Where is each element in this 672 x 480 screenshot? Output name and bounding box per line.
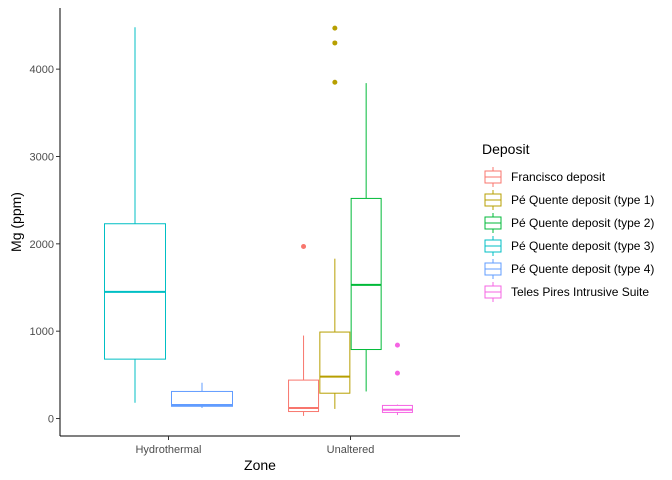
outlier-point xyxy=(394,370,400,376)
y-tick-label: 3000 xyxy=(30,151,54,163)
y-tick-label: 2000 xyxy=(30,239,54,251)
y-tick-label: 1000 xyxy=(30,326,54,338)
legend-item: Pé Quente deposit (type 4) xyxy=(483,259,654,279)
legend-item: Teles Pires Intrusive Suite xyxy=(483,282,649,302)
x-axis-title: Zone xyxy=(244,457,276,473)
legend: Francisco deposit Pé Quente deposit (type… xyxy=(483,167,654,302)
legend-label: Pé Quente deposit (type 1) xyxy=(511,193,654,207)
y-axis-title: Mg (ppm) xyxy=(8,192,24,252)
plot-area xyxy=(104,25,413,416)
legend-label: Francisco deposit xyxy=(511,170,606,184)
box-teles-pires-intrusive-suite-unaltered xyxy=(381,342,413,416)
y-tick-label: 4000 xyxy=(30,64,54,76)
box-p-quente-deposit-type-4--hydrothermal xyxy=(171,382,233,409)
outlier-point xyxy=(394,342,400,348)
outlier-point xyxy=(332,40,338,46)
legend-label: Teles Pires Intrusive Suite xyxy=(511,285,649,299)
x-tick-label: Hydrothermal xyxy=(135,444,201,456)
legend-item: Pé Quente deposit (type 3) xyxy=(483,236,654,256)
box-p-quente-deposit-type-3--hydrothermal xyxy=(104,27,166,403)
legend-item: Pé Quente deposit (type 1) xyxy=(483,190,654,210)
legend-label: Pé Quente deposit (type 4) xyxy=(511,262,654,276)
legend-item: Francisco deposit xyxy=(483,167,606,187)
outlier-point xyxy=(301,243,307,249)
legend-item: Pé Quente deposit (type 2) xyxy=(483,213,654,233)
legend-title: Deposit xyxy=(482,141,530,157)
y-ticks: 0 1000 2000 3000 4000 xyxy=(30,64,60,426)
outlier-point xyxy=(332,79,338,85)
box-iqr xyxy=(319,331,351,394)
box-p-quente-deposit-type-1--unaltered xyxy=(319,25,351,409)
box-iqr xyxy=(288,379,320,413)
box-iqr xyxy=(350,197,382,351)
outlier-point xyxy=(332,25,338,31)
box-p-quente-deposit-type-2--unaltered xyxy=(350,83,382,392)
x-tick-label: Unaltered xyxy=(327,444,375,456)
box-iqr xyxy=(171,390,233,407)
legend-label: Pé Quente deposit (type 3) xyxy=(511,239,654,253)
x-ticks: Hydrothermal Unaltered xyxy=(135,436,374,456)
legend-label: Pé Quente deposit (type 2) xyxy=(511,216,654,230)
y-tick-label: 0 xyxy=(48,414,54,426)
box-francisco-deposit-unaltered xyxy=(288,243,320,416)
